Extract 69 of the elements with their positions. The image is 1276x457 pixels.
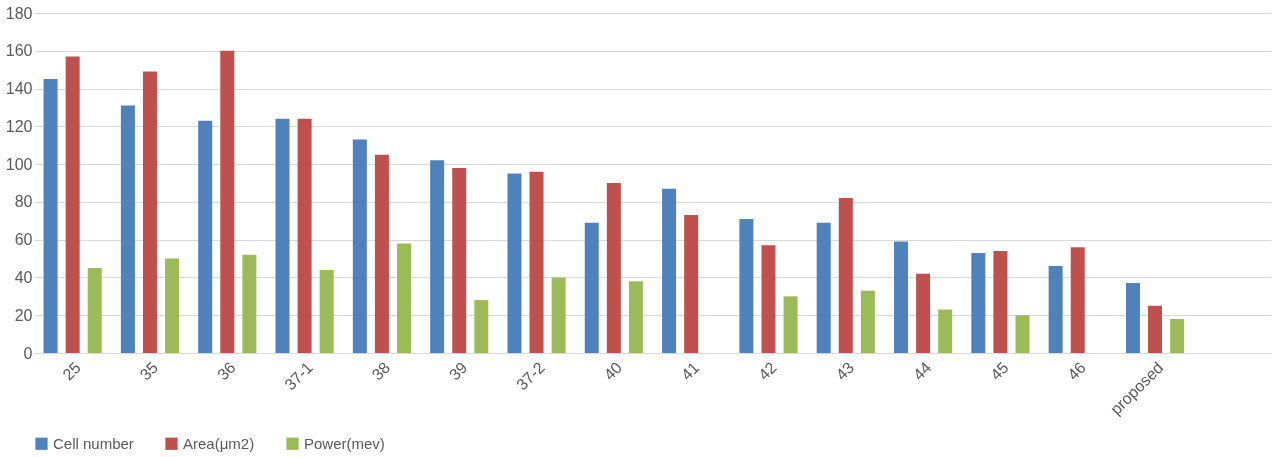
bar (242, 254, 257, 353)
bar (1125, 283, 1140, 353)
bar (297, 118, 312, 353)
bar (739, 218, 754, 353)
bar (551, 277, 566, 353)
bar (198, 120, 213, 353)
bar (662, 188, 677, 353)
bar (1170, 319, 1185, 353)
y-tick-label: 40 (14, 268, 33, 286)
bar (374, 154, 389, 353)
bar (1048, 266, 1063, 353)
bar (938, 309, 953, 353)
y-tick-label: 180 (5, 4, 33, 22)
y-tick-label: 20 (14, 306, 33, 324)
bar (352, 139, 367, 353)
bar (761, 245, 776, 353)
bar (474, 300, 489, 353)
legend-label: Power(mev) (304, 434, 385, 452)
x-tick-label: 44 (909, 358, 935, 384)
x-tick-label: 37-1 (281, 358, 316, 394)
y-tick-label: 160 (5, 42, 33, 60)
bar (916, 273, 931, 353)
x-tick-label: 42 (755, 358, 780, 384)
bar (993, 251, 1008, 353)
x-tick-label: 39 (445, 358, 471, 384)
bar (860, 290, 875, 353)
bar (430, 160, 445, 353)
x-tick-label: 45 (987, 358, 1012, 384)
x-tick-label: 40 (600, 358, 626, 384)
bar (1070, 247, 1085, 353)
bar (1148, 305, 1163, 353)
y-tick-label: 100 (5, 155, 33, 173)
y-tick-label: 80 (14, 193, 33, 211)
bar (220, 50, 235, 353)
y-tick-label: 120 (5, 117, 33, 135)
bar (507, 173, 522, 353)
bar (452, 167, 467, 353)
bar (165, 258, 180, 353)
y-tick-label: 0 (23, 344, 33, 362)
bar (319, 269, 334, 353)
y-tick-label: 140 (5, 80, 33, 98)
x-tick-label: 46 (1064, 358, 1090, 384)
bar (894, 241, 908, 353)
x-tick-label: 43 (832, 358, 858, 384)
legend-label: Cell number (53, 434, 134, 452)
bar (87, 268, 102, 353)
bar (816, 222, 831, 353)
bar (684, 215, 699, 353)
bar (529, 171, 544, 353)
bar (838, 198, 853, 353)
bar (628, 281, 643, 353)
legend-label: Area(μm2) (183, 434, 255, 452)
bar (120, 105, 135, 353)
bar (142, 71, 157, 353)
y-tick-label: 60 (14, 231, 33, 249)
bar (1015, 315, 1030, 353)
x-tick-label: 41 (677, 358, 703, 384)
bar (584, 222, 599, 353)
x-tick-label: 35 (136, 358, 162, 384)
x-tick-label: 38 (368, 358, 394, 384)
x-tick-label: 36 (213, 358, 239, 384)
bar (275, 118, 290, 353)
bar (43, 79, 58, 353)
bar (397, 243, 411, 353)
bar (971, 252, 986, 353)
bar (65, 56, 80, 353)
bar (606, 183, 621, 353)
x-tick-label: 25 (59, 358, 85, 384)
bar (783, 296, 798, 353)
